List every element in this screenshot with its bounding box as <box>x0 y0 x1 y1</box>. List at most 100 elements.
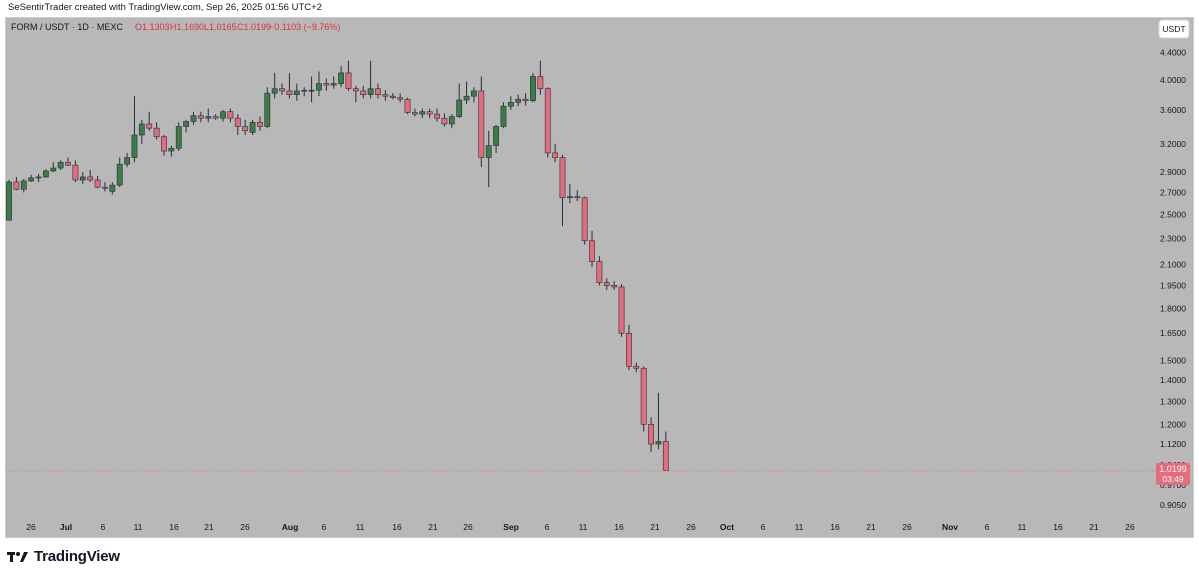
candle <box>596 256 603 286</box>
candle-body <box>286 90 293 95</box>
candle-body <box>271 88 278 94</box>
candle-body <box>57 161 64 169</box>
candle-body <box>138 123 145 136</box>
x-tick-label: 21 <box>866 522 876 532</box>
candle-body <box>552 152 559 158</box>
candle <box>138 119 145 144</box>
candle-body <box>79 176 86 181</box>
candle <box>35 173 42 183</box>
candle-body <box>102 186 108 189</box>
candle-body <box>146 123 153 129</box>
candle <box>257 116 263 131</box>
currency-button[interactable]: USDT <box>1158 19 1190 39</box>
candle <box>116 157 123 188</box>
candle <box>65 157 71 167</box>
candle <box>434 108 440 122</box>
legend-close: C1.0199 <box>237 22 271 32</box>
candle <box>323 78 330 91</box>
candle <box>485 130 492 188</box>
x-tick-label: 6 <box>761 522 766 532</box>
candle-body <box>345 72 352 90</box>
candle <box>308 76 315 103</box>
candle-body <box>589 240 595 262</box>
candle-body <box>471 90 477 97</box>
candle-body <box>611 285 618 288</box>
legend-high: H1.1690 <box>170 22 204 32</box>
y-tick-label: 2.5000 <box>1160 209 1186 219</box>
candle <box>441 113 448 127</box>
candle-body <box>375 88 381 95</box>
candle-body <box>500 105 507 127</box>
candle <box>611 281 618 290</box>
candle-body <box>279 88 285 92</box>
candle <box>581 196 588 245</box>
candle <box>640 366 647 432</box>
candle <box>72 160 79 183</box>
candle <box>190 111 197 125</box>
x-tick-label: 6 <box>985 522 990 532</box>
candle <box>662 431 669 472</box>
tradingview-logo[interactable]: TradingView <box>7 548 120 565</box>
candle <box>293 83 300 101</box>
candle-body <box>596 261 603 283</box>
candle-body <box>389 95 396 98</box>
candle-body <box>28 177 35 182</box>
candle-body <box>515 98 522 103</box>
candle-body <box>662 441 669 472</box>
candle <box>109 182 116 195</box>
candle <box>286 72 293 99</box>
candle-body <box>197 115 204 119</box>
candle <box>648 417 654 452</box>
candle-body <box>257 122 263 127</box>
candle <box>544 87 551 158</box>
candle-body <box>626 332 632 367</box>
candle-body <box>308 89 315 92</box>
candle <box>426 108 433 119</box>
candle <box>102 182 108 192</box>
candle-body <box>352 88 359 92</box>
candle <box>42 169 49 178</box>
candle-body <box>507 101 514 107</box>
candle <box>448 114 455 129</box>
candle-body <box>13 181 20 190</box>
candle-body <box>434 113 440 119</box>
currency-button-label: USDT <box>1162 24 1185 34</box>
tradingview-brand: TradingView <box>34 548 120 565</box>
candle <box>57 160 64 171</box>
x-tick-label: 11 <box>795 522 804 532</box>
legend-open: O1.1303 <box>135 22 170 32</box>
y-tick-label: 2.3000 <box>1160 233 1186 243</box>
candle <box>153 122 160 140</box>
candle <box>618 284 625 337</box>
y-tick-label: 2.1000 <box>1160 259 1186 269</box>
candle <box>404 97 411 115</box>
candle <box>471 87 477 103</box>
candle <box>212 114 219 120</box>
y-tick-label: 4.0000 <box>1160 75 1186 85</box>
candle <box>279 83 285 95</box>
candle <box>537 60 544 95</box>
candle <box>382 90 389 101</box>
y-tick-label: 2.9000 <box>1160 167 1186 177</box>
y-tick-label: 3.6000 <box>1160 105 1186 115</box>
candle-body <box>264 92 271 127</box>
y-tick-label: 4.4000 <box>1160 48 1186 58</box>
candle <box>197 111 204 123</box>
candle <box>463 81 470 104</box>
candle <box>234 114 241 136</box>
candle-body <box>360 90 367 95</box>
x-tick-label: Nov <box>942 522 958 532</box>
candle-body <box>175 126 182 149</box>
candle-body <box>404 98 411 113</box>
candle-body <box>87 176 94 181</box>
candle <box>87 170 94 183</box>
candle <box>94 175 101 189</box>
candle <box>220 110 226 122</box>
y-tick-label: 2.7000 <box>1160 187 1186 197</box>
candle <box>655 392 662 450</box>
candle-body <box>234 117 241 127</box>
candle-body <box>648 424 654 445</box>
x-tick-label: 6 <box>545 522 550 532</box>
candle <box>352 85 359 103</box>
